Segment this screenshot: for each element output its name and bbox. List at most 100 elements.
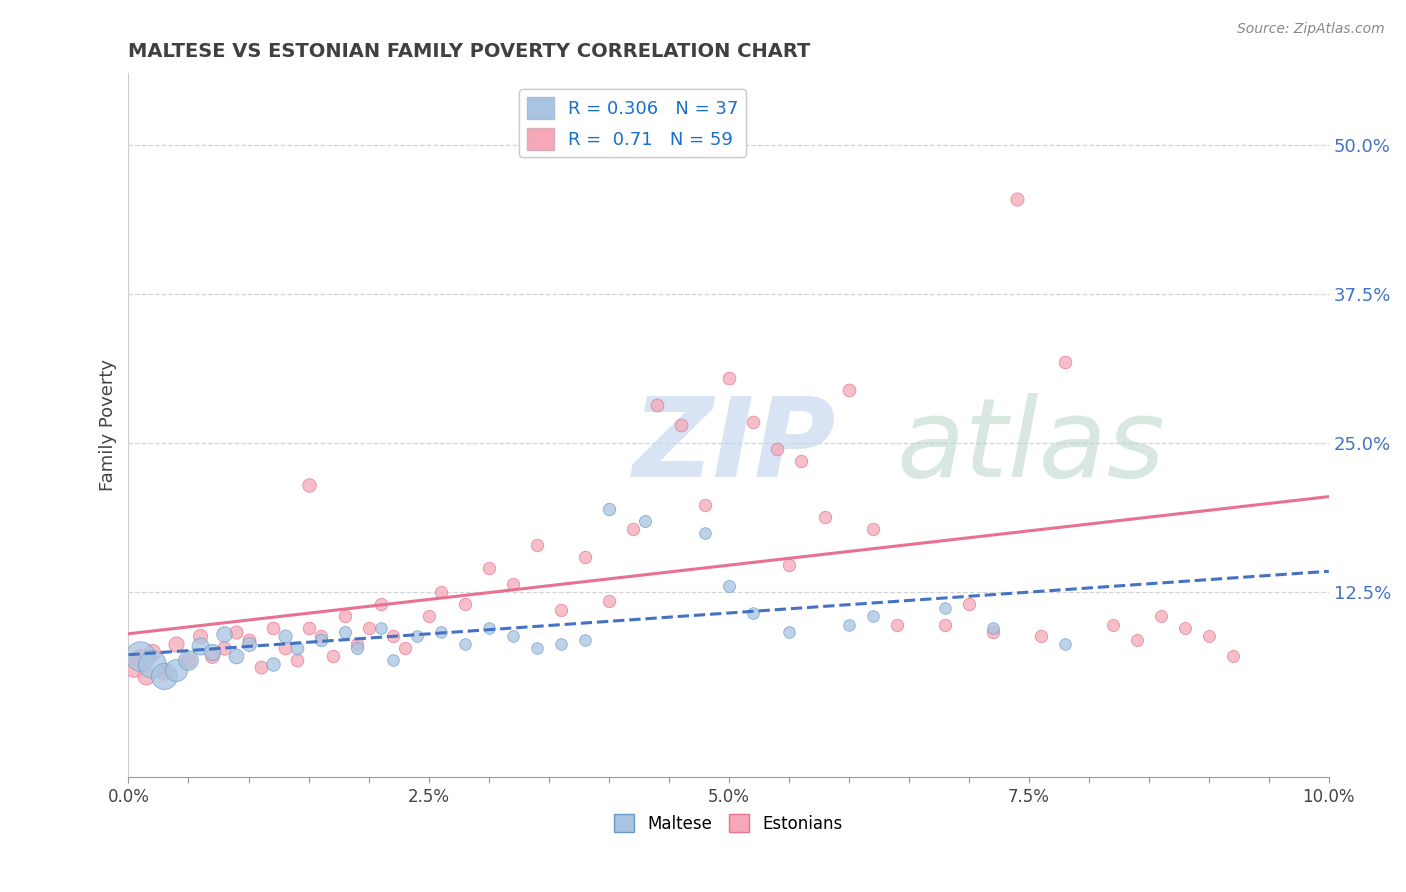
Point xyxy=(370,621,392,635)
Point xyxy=(1174,621,1197,635)
Point xyxy=(297,621,319,635)
Point xyxy=(633,514,655,528)
Point xyxy=(453,637,475,651)
Point xyxy=(526,641,548,656)
Point xyxy=(778,624,800,639)
Point xyxy=(177,653,200,667)
Point xyxy=(886,617,908,632)
Point xyxy=(370,597,392,611)
Point xyxy=(1053,637,1076,651)
Point xyxy=(778,558,800,572)
Point xyxy=(285,641,308,656)
Point xyxy=(225,624,247,639)
Point xyxy=(333,609,356,624)
Point xyxy=(1101,617,1123,632)
Point xyxy=(262,621,284,635)
Point xyxy=(621,522,644,536)
Point xyxy=(645,398,668,412)
Point xyxy=(981,624,1004,639)
Point xyxy=(201,645,224,659)
Text: MALTESE VS ESTONIAN FAMILY POVERTY CORRELATION CHART: MALTESE VS ESTONIAN FAMILY POVERTY CORRE… xyxy=(128,42,811,61)
Point xyxy=(741,415,763,429)
Point xyxy=(838,617,860,632)
Point xyxy=(153,669,176,683)
Point xyxy=(381,653,404,667)
Text: ZIP: ZIP xyxy=(633,393,837,500)
Point xyxy=(429,585,451,599)
Point xyxy=(598,501,620,516)
Point xyxy=(166,663,188,677)
Point xyxy=(153,665,176,680)
Point xyxy=(934,600,956,615)
Point xyxy=(333,624,356,639)
Point xyxy=(1005,192,1028,206)
Point xyxy=(309,630,332,644)
Point xyxy=(273,630,295,644)
Point xyxy=(574,549,596,564)
Point xyxy=(789,454,811,468)
Point xyxy=(214,641,236,656)
Point xyxy=(574,633,596,648)
Point xyxy=(309,633,332,648)
Point xyxy=(418,609,440,624)
Point xyxy=(1150,609,1173,624)
Point xyxy=(981,621,1004,635)
Point xyxy=(249,660,271,674)
Point xyxy=(285,653,308,667)
Point xyxy=(1053,355,1076,369)
Point xyxy=(693,498,716,512)
Point xyxy=(429,624,451,639)
Point xyxy=(550,603,572,617)
Text: Source: ZipAtlas.com: Source: ZipAtlas.com xyxy=(1237,22,1385,37)
Point xyxy=(141,645,163,659)
Point xyxy=(934,617,956,632)
Point xyxy=(322,648,344,663)
Point xyxy=(765,442,787,457)
Point xyxy=(502,630,524,644)
Point xyxy=(129,648,152,663)
Point xyxy=(141,657,163,671)
Point xyxy=(190,639,212,653)
Point xyxy=(124,660,146,674)
Point xyxy=(405,630,427,644)
Point xyxy=(1198,630,1220,644)
Point xyxy=(225,648,247,663)
Point xyxy=(1029,630,1052,644)
Point xyxy=(346,641,368,656)
Point xyxy=(238,637,260,651)
Point xyxy=(550,637,572,651)
Point xyxy=(381,630,404,644)
Point xyxy=(598,593,620,607)
Point xyxy=(238,633,260,648)
Point xyxy=(1222,648,1244,663)
Point xyxy=(526,538,548,552)
Point xyxy=(135,669,157,683)
Legend: R = 0.306   N = 37, R =  0.71   N = 59: R = 0.306 N = 37, R = 0.71 N = 59 xyxy=(519,89,745,157)
Point xyxy=(129,651,152,665)
Point xyxy=(262,657,284,671)
Point xyxy=(862,609,884,624)
Point xyxy=(838,383,860,397)
Point xyxy=(166,637,188,651)
Point xyxy=(477,621,499,635)
Point xyxy=(357,621,380,635)
Point xyxy=(957,597,980,611)
Point xyxy=(346,637,368,651)
Point xyxy=(190,630,212,644)
Point xyxy=(1125,633,1147,648)
Point xyxy=(862,522,884,536)
Point xyxy=(394,641,416,656)
Point xyxy=(214,627,236,641)
Point xyxy=(273,641,295,656)
Point xyxy=(693,525,716,540)
Point xyxy=(297,478,319,492)
Point xyxy=(741,606,763,620)
Point xyxy=(717,370,740,384)
Point xyxy=(502,577,524,591)
Point xyxy=(177,653,200,667)
Point xyxy=(477,561,499,575)
Point xyxy=(814,510,837,524)
Point xyxy=(453,597,475,611)
Point xyxy=(717,579,740,593)
Point xyxy=(201,648,224,663)
